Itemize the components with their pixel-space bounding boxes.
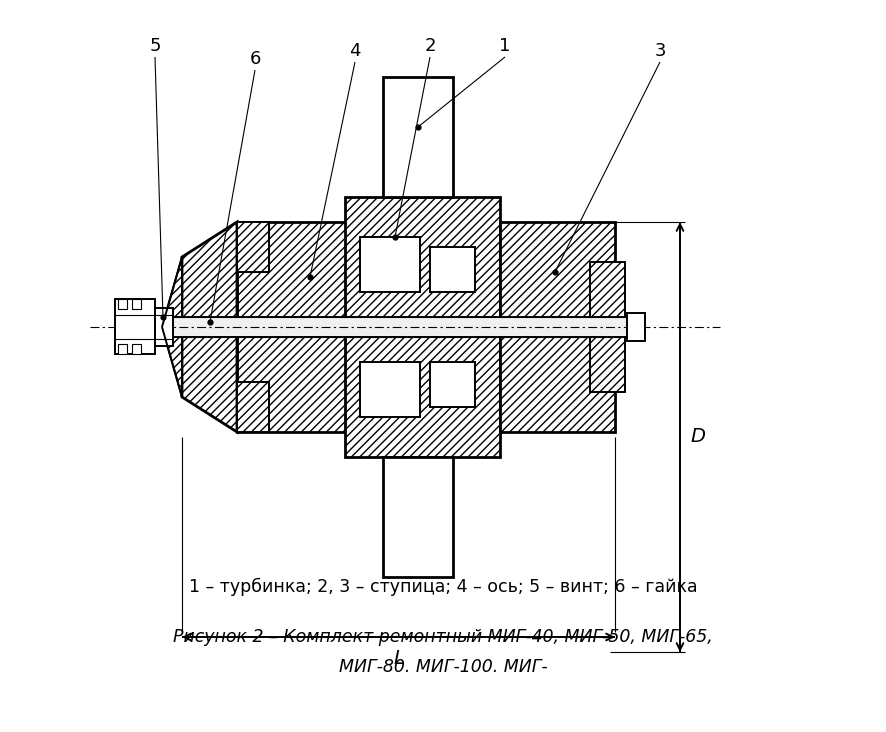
Bar: [237, 222, 268, 272]
Bar: [237, 382, 268, 432]
Bar: [360, 362, 420, 417]
Bar: [118, 344, 127, 354]
Bar: [345, 197, 500, 457]
Text: 2: 2: [424, 37, 435, 55]
Bar: [163, 317, 634, 337]
Text: Рисунок 2 – Комплект ремонтный МИГ-40, МИГ-50, МИГ-65,: Рисунок 2 – Комплект ремонтный МИГ-40, М…: [173, 628, 712, 646]
Text: 4: 4: [349, 42, 361, 60]
Text: 1: 1: [499, 37, 510, 55]
Bar: [626, 313, 644, 341]
Text: 3: 3: [654, 42, 665, 60]
Text: 1 – турбинка; 2, 3 – ступица; 4 – ось; 5 – винт; 6 – гайка: 1 – турбинка; 2, 3 – ступица; 4 – ось; 5…: [189, 578, 696, 596]
Bar: [500, 222, 614, 432]
Text: L: L: [392, 649, 403, 668]
Polygon shape: [162, 257, 182, 397]
Text: D: D: [689, 427, 704, 447]
Bar: [155, 308, 173, 346]
Bar: [132, 299, 141, 309]
Bar: [118, 299, 127, 309]
Bar: [237, 222, 350, 432]
Text: 6: 6: [249, 50, 260, 68]
Polygon shape: [182, 222, 237, 432]
Bar: [132, 344, 141, 354]
Bar: [383, 77, 453, 197]
Bar: [430, 362, 475, 407]
Bar: [115, 299, 155, 354]
Text: МИГ-80. МИГ-100. МИГ-: МИГ-80. МИГ-100. МИГ-: [338, 658, 547, 676]
Bar: [589, 262, 625, 392]
Bar: [237, 382, 268, 432]
Text: 5: 5: [149, 37, 160, 55]
Bar: [360, 237, 420, 292]
Bar: [237, 222, 268, 272]
Bar: [430, 247, 475, 292]
Bar: [383, 457, 453, 577]
